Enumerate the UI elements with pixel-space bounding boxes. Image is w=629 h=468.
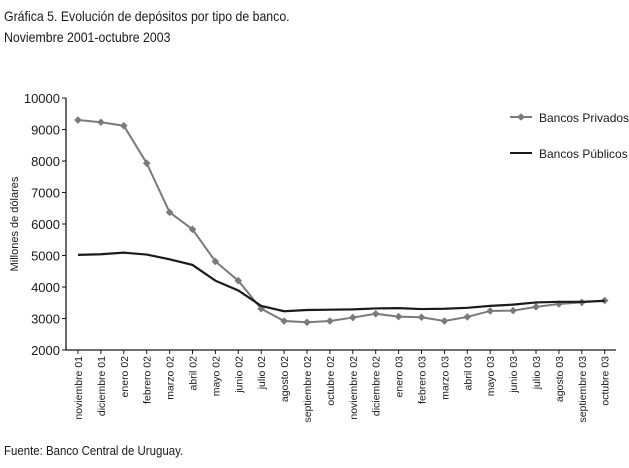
data-point <box>600 296 609 305</box>
y-axis-ticks: 2000 3000 4000 5000 6000 7000 8000 9000 10000 <box>24 91 66 358</box>
y-tick-label: 8000 <box>31 154 60 169</box>
x-tick-label: febrero 02 <box>142 356 154 404</box>
legend-item: Bancos Públicos <box>510 147 628 161</box>
data-point <box>532 303 540 311</box>
data-point <box>120 121 128 130</box>
data-point <box>486 307 494 315</box>
y-tick-label: 2000 <box>31 343 60 358</box>
x-tick-label: mayo 03 <box>485 356 497 396</box>
x-tick-label: agosto 02 <box>279 356 291 402</box>
x-tick-label: noviembre 02 <box>348 356 360 420</box>
y-tick-label: 5000 <box>31 249 60 264</box>
x-tick-label: enero 02 <box>119 356 131 398</box>
data-point <box>509 306 517 315</box>
series-line <box>77 251 605 313</box>
x-tick-label: abril 02 <box>188 356 200 391</box>
x-tick-label: enero 03 <box>394 356 406 398</box>
data-point <box>463 313 472 321</box>
x-tick-label: marzo 03 <box>439 356 451 400</box>
legend: Bancos Privados Bancos Públicos <box>510 111 629 161</box>
x-tick-label: febrero 03 <box>417 356 429 404</box>
data-point <box>371 309 380 318</box>
data-point <box>280 317 288 325</box>
x-tick-label: octubre 02 <box>325 356 337 406</box>
y-tick-label: 10000 <box>24 91 60 106</box>
y-tick-label: 7000 <box>31 186 60 201</box>
x-tick-label: octubre 03 <box>600 356 612 406</box>
data-point <box>234 276 243 285</box>
x-tick-label: noviembre 01 <box>73 356 85 420</box>
series-group <box>74 116 609 327</box>
data-point <box>97 118 105 127</box>
y-tick-label: 4000 <box>31 280 60 295</box>
data-point <box>303 318 311 327</box>
x-tick-label: abril 03 <box>462 356 474 391</box>
axes <box>65 98 616 351</box>
x-tick-label: julio 03 <box>531 356 543 390</box>
legend-label: Bancos Públicos <box>539 147 628 161</box>
y-axis-label: Millones de dólares <box>9 176 21 271</box>
x-tick-label: junio 03 <box>508 356 520 394</box>
data-point <box>74 116 82 124</box>
series-2 <box>77 251 605 313</box>
chart-title-line2: Noviembre 2001-octubre 2003 <box>4 29 171 45</box>
chart-title-line1: Gráfica 5. Evolución de depósitos por ti… <box>4 8 290 24</box>
data-point <box>394 312 403 321</box>
x-tick-label: agosto 03 <box>554 356 566 402</box>
x-tick-label: mayo 02 <box>210 356 222 396</box>
data-point <box>440 317 449 325</box>
chart-title: Gráfica 5. Evolución de depósitos por ti… <box>4 6 290 48</box>
y-tick-label: 9000 <box>31 123 60 138</box>
data-point <box>188 225 197 234</box>
x-tick-label: septiembre 03 <box>577 356 589 423</box>
y-tick-label: 3000 <box>31 312 60 327</box>
x-tick-label: marzo 02 <box>165 356 177 400</box>
x-tick-label: junio 02 <box>233 356 245 394</box>
data-point <box>165 208 174 217</box>
y-tick-label: 6000 <box>31 217 60 232</box>
series-line <box>77 119 605 324</box>
legend-marker <box>517 113 525 121</box>
data-point <box>326 317 334 325</box>
data-point <box>211 257 220 266</box>
x-tick-label: diciembre 01 <box>96 356 108 416</box>
data-point <box>349 313 357 322</box>
legend-item: Bancos Privados <box>510 111 629 125</box>
data-point <box>142 159 151 168</box>
legend-label: Bancos Privados <box>539 111 629 125</box>
series-1 <box>74 116 609 327</box>
source-note: Fuente: Banco Central de Uruguay. <box>4 443 184 458</box>
x-tick-label: septiembre 02 <box>302 356 314 423</box>
x-tick-label: diciembre 02 <box>371 356 383 416</box>
x-tick-label: julio 02 <box>256 356 268 390</box>
data-point <box>417 313 426 322</box>
x-axis-ticks: noviembre 01 diciembre 01 enero 02 febrero … <box>73 350 612 423</box>
